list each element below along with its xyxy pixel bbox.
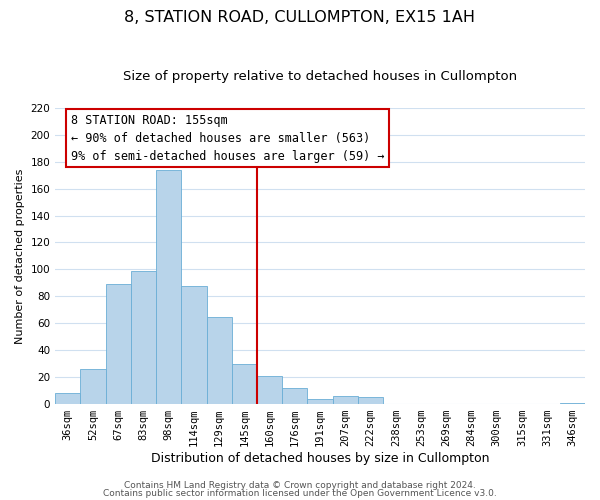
Bar	[332, 396, 358, 404]
Bar	[131, 270, 156, 404]
Bar	[55, 394, 80, 404]
Bar	[156, 170, 181, 404]
Text: Contains public sector information licensed under the Open Government Licence v3: Contains public sector information licen…	[103, 488, 497, 498]
Bar	[560, 402, 585, 404]
Y-axis label: Number of detached properties: Number of detached properties	[15, 168, 25, 344]
Bar	[257, 376, 282, 404]
Bar	[282, 388, 307, 404]
Bar	[106, 284, 131, 404]
Title: Size of property relative to detached houses in Cullompton: Size of property relative to detached ho…	[123, 70, 517, 83]
Bar	[307, 398, 332, 404]
X-axis label: Distribution of detached houses by size in Cullompton: Distribution of detached houses by size …	[151, 452, 490, 465]
Bar	[358, 398, 383, 404]
Bar	[181, 286, 206, 404]
Bar	[206, 316, 232, 404]
Text: Contains HM Land Registry data © Crown copyright and database right 2024.: Contains HM Land Registry data © Crown c…	[124, 481, 476, 490]
Bar	[80, 369, 106, 404]
Text: 8 STATION ROAD: 155sqm
← 90% of detached houses are smaller (563)
9% of semi-det: 8 STATION ROAD: 155sqm ← 90% of detached…	[71, 114, 385, 162]
Bar	[232, 364, 257, 404]
Text: 8, STATION ROAD, CULLOMPTON, EX15 1AH: 8, STATION ROAD, CULLOMPTON, EX15 1AH	[125, 10, 476, 25]
